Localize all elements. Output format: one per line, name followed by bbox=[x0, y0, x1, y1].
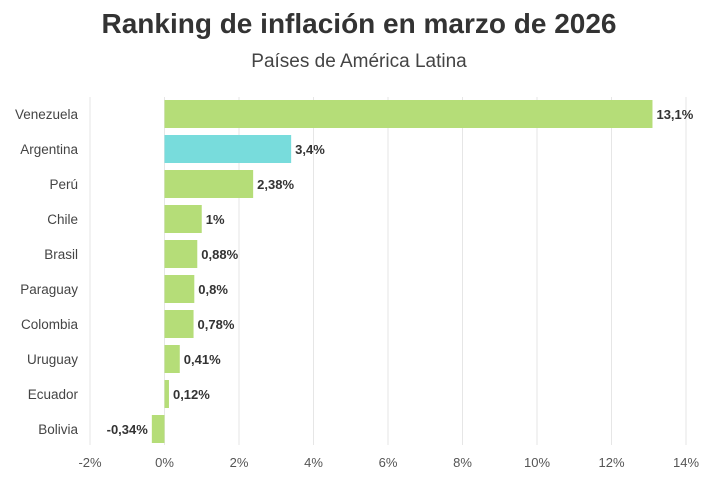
x-tick-label: 8% bbox=[453, 455, 472, 470]
data-label: 0,12% bbox=[173, 387, 210, 402]
chart-subtitle: Países de América Latina bbox=[251, 51, 467, 72]
category-label: Ecuador bbox=[28, 387, 79, 402]
x-tick-label: 4% bbox=[304, 455, 323, 470]
category-label: Argentina bbox=[20, 142, 78, 157]
data-label: 0,78% bbox=[198, 317, 235, 332]
chart-title: Ranking de inflación en marzo de 2026 bbox=[101, 8, 617, 39]
data-label: 2,38% bbox=[257, 177, 294, 192]
x-tick-label: 2% bbox=[230, 455, 249, 470]
data-label: 0,8% bbox=[198, 282, 228, 297]
data-label: 0,88% bbox=[201, 247, 238, 262]
bar bbox=[164, 170, 254, 198]
data-label: 13,1% bbox=[656, 107, 693, 122]
bar bbox=[164, 205, 202, 233]
data-label: 0,41% bbox=[184, 352, 221, 367]
x-tick-label: 14% bbox=[673, 455, 699, 470]
data-label: 1% bbox=[206, 212, 225, 227]
bar bbox=[164, 310, 194, 338]
category-label: Colombia bbox=[21, 317, 79, 332]
data-label: 3,4% bbox=[295, 142, 325, 157]
bar bbox=[151, 415, 165, 443]
bar bbox=[164, 275, 195, 303]
category-label: Brasil bbox=[44, 247, 78, 262]
bar bbox=[164, 380, 169, 408]
x-tick-label: 0% bbox=[155, 455, 174, 470]
bar bbox=[164, 240, 198, 268]
bar bbox=[164, 135, 292, 163]
category-label: Bolivia bbox=[38, 422, 78, 437]
bar bbox=[164, 100, 653, 128]
x-tick-label: 12% bbox=[598, 455, 624, 470]
x-tick-label: 6% bbox=[379, 455, 398, 470]
category-label: Chile bbox=[47, 212, 78, 227]
category-label: Perú bbox=[49, 177, 78, 192]
category-label: Paraguay bbox=[20, 282, 78, 297]
category-label: Venezuela bbox=[15, 107, 79, 122]
x-tick-label: -2% bbox=[78, 455, 102, 470]
x-tick-label: 10% bbox=[524, 455, 550, 470]
category-label: Uruguay bbox=[27, 352, 78, 367]
data-label: -0,34% bbox=[107, 422, 149, 437]
bar bbox=[164, 345, 180, 373]
